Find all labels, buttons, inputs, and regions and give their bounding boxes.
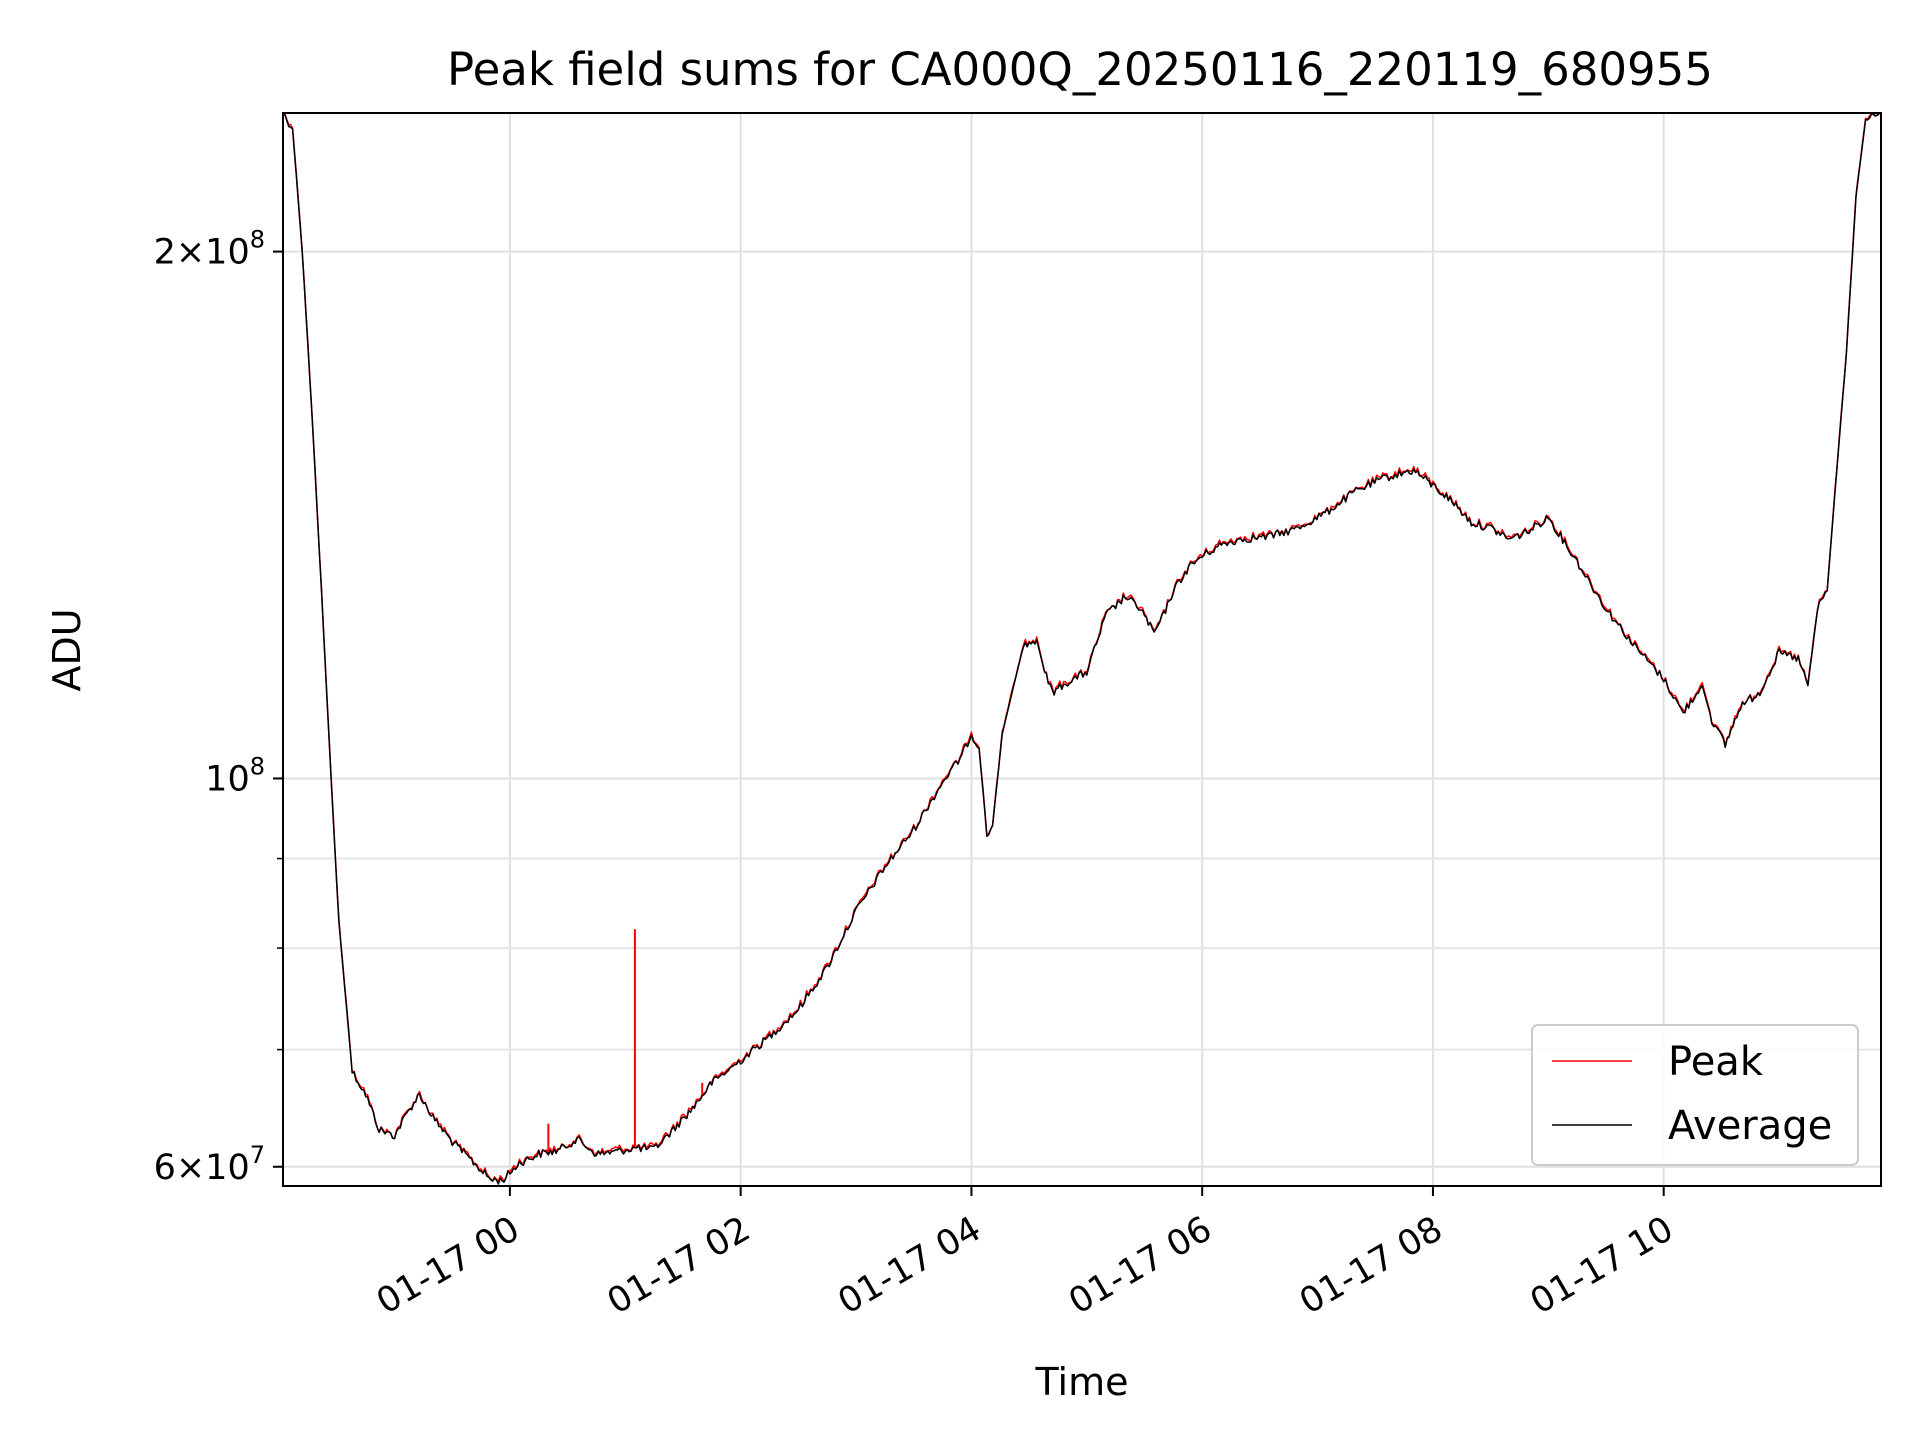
x-tick-label: 01-17 00: [370, 1209, 526, 1322]
x-ticks: 01-17 00 01-17 02 01-17 04 01-17 06 01-17 08…: [370, 1186, 1680, 1322]
x-tick-label: 01-17 02: [601, 1209, 757, 1322]
data-lines: [282, 112, 1882, 1185]
plot-frame: [282, 112, 1882, 1187]
y-ticks: 6×107 108 2×108: [154, 226, 283, 1188]
y-axis-label: ADU: [45, 608, 89, 691]
grid: [283, 113, 1881, 1186]
x-tick-label: 01-17 04: [832, 1209, 988, 1322]
legend-box: [1531, 1024, 1859, 1166]
series-average-line: [282, 112, 1882, 1185]
series-peak-line: [282, 112, 1882, 1182]
legend-label-average: Average: [1668, 1103, 1832, 1149]
legend-label-peak: Peak: [1668, 1039, 1764, 1085]
x-axis-label: Time: [1035, 1360, 1129, 1404]
y-tick-label: 2×108: [154, 226, 265, 273]
y-tick-label: 6×107: [154, 1141, 265, 1188]
x-tick-label: 01-17 06: [1062, 1209, 1218, 1322]
y-tick-label: 108: [205, 752, 265, 799]
chart-title: Peak field sums for CA000Q_20250116_2201…: [447, 43, 1713, 96]
x-tick-label: 01-17 08: [1293, 1209, 1449, 1322]
legend: Peak Average: [1531, 1024, 1859, 1166]
x-tick-label: 01-17 10: [1524, 1209, 1680, 1322]
